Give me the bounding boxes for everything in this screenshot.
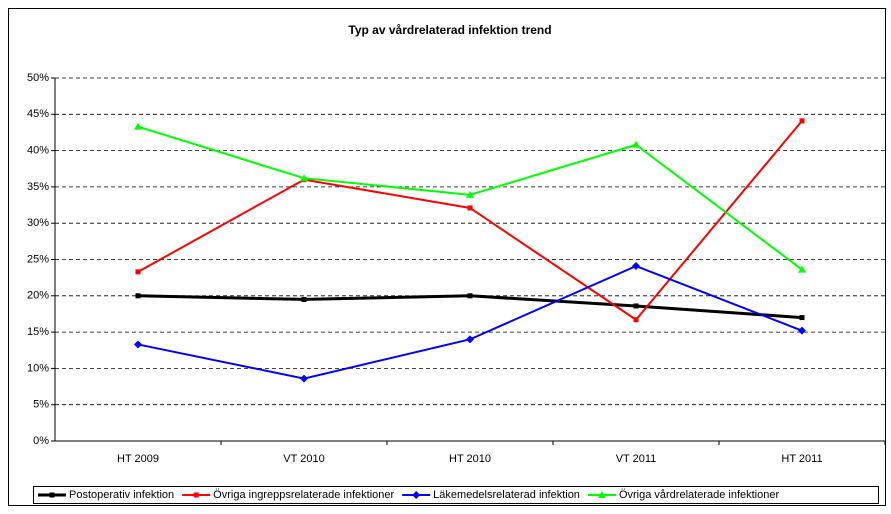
data-point [633, 317, 639, 323]
data-point [799, 315, 805, 321]
y-tick-label: 45% [27, 108, 49, 120]
legend-marker [193, 492, 199, 498]
legend-label: Övriga ingreppsrelaterade infektioner [213, 489, 394, 501]
data-point [135, 269, 141, 275]
y-tick-label: 50% [27, 72, 49, 84]
y-tick-label: 0% [33, 435, 49, 447]
legend-label: Postoperativ infektion [69, 489, 174, 501]
data-point [467, 205, 473, 211]
x-tick-label: HT 2010 [449, 453, 491, 465]
y-tick-label: 35% [27, 181, 49, 193]
chart-title: Typ av vårdrelaterad infektion trend [348, 23, 551, 37]
data-point [301, 296, 307, 302]
legend-marker [49, 492, 55, 498]
data-point [300, 174, 308, 182]
y-tick-label: 30% [27, 217, 49, 229]
x-tick-label: VT 2010 [283, 453, 324, 465]
legend-marker [412, 491, 421, 499]
legend-label: Läkemedelsrelaterad infektion [433, 489, 580, 501]
data-point [799, 118, 805, 124]
y-tick-label: 40% [27, 145, 49, 157]
y-tick-label: 25% [27, 253, 49, 265]
data-point [134, 340, 142, 349]
data-point [632, 140, 640, 148]
data-point [135, 293, 141, 299]
y-tick-label: 20% [27, 290, 49, 302]
x-tick-label: HT 2009 [117, 453, 159, 465]
data-point [467, 293, 473, 299]
data-point [798, 265, 806, 273]
x-tick-label: HT 2011 [781, 453, 822, 465]
chart-border [8, 8, 886, 506]
y-tick-label: 15% [27, 326, 49, 338]
data-point [466, 335, 474, 344]
data-point [134, 122, 142, 130]
data-point [633, 303, 639, 309]
data-point [798, 326, 806, 335]
x-tick-label: VT 2011 [616, 453, 657, 465]
legend-marker [597, 491, 606, 498]
legend-label: Övriga vårdrelaterade infektioner [619, 489, 780, 501]
legend [33, 486, 879, 504]
y-tick-label: 5% [33, 399, 49, 411]
y-tick-label: 10% [27, 362, 49, 374]
data-point [300, 374, 308, 383]
data-point [466, 190, 474, 198]
data-point [632, 262, 640, 271]
